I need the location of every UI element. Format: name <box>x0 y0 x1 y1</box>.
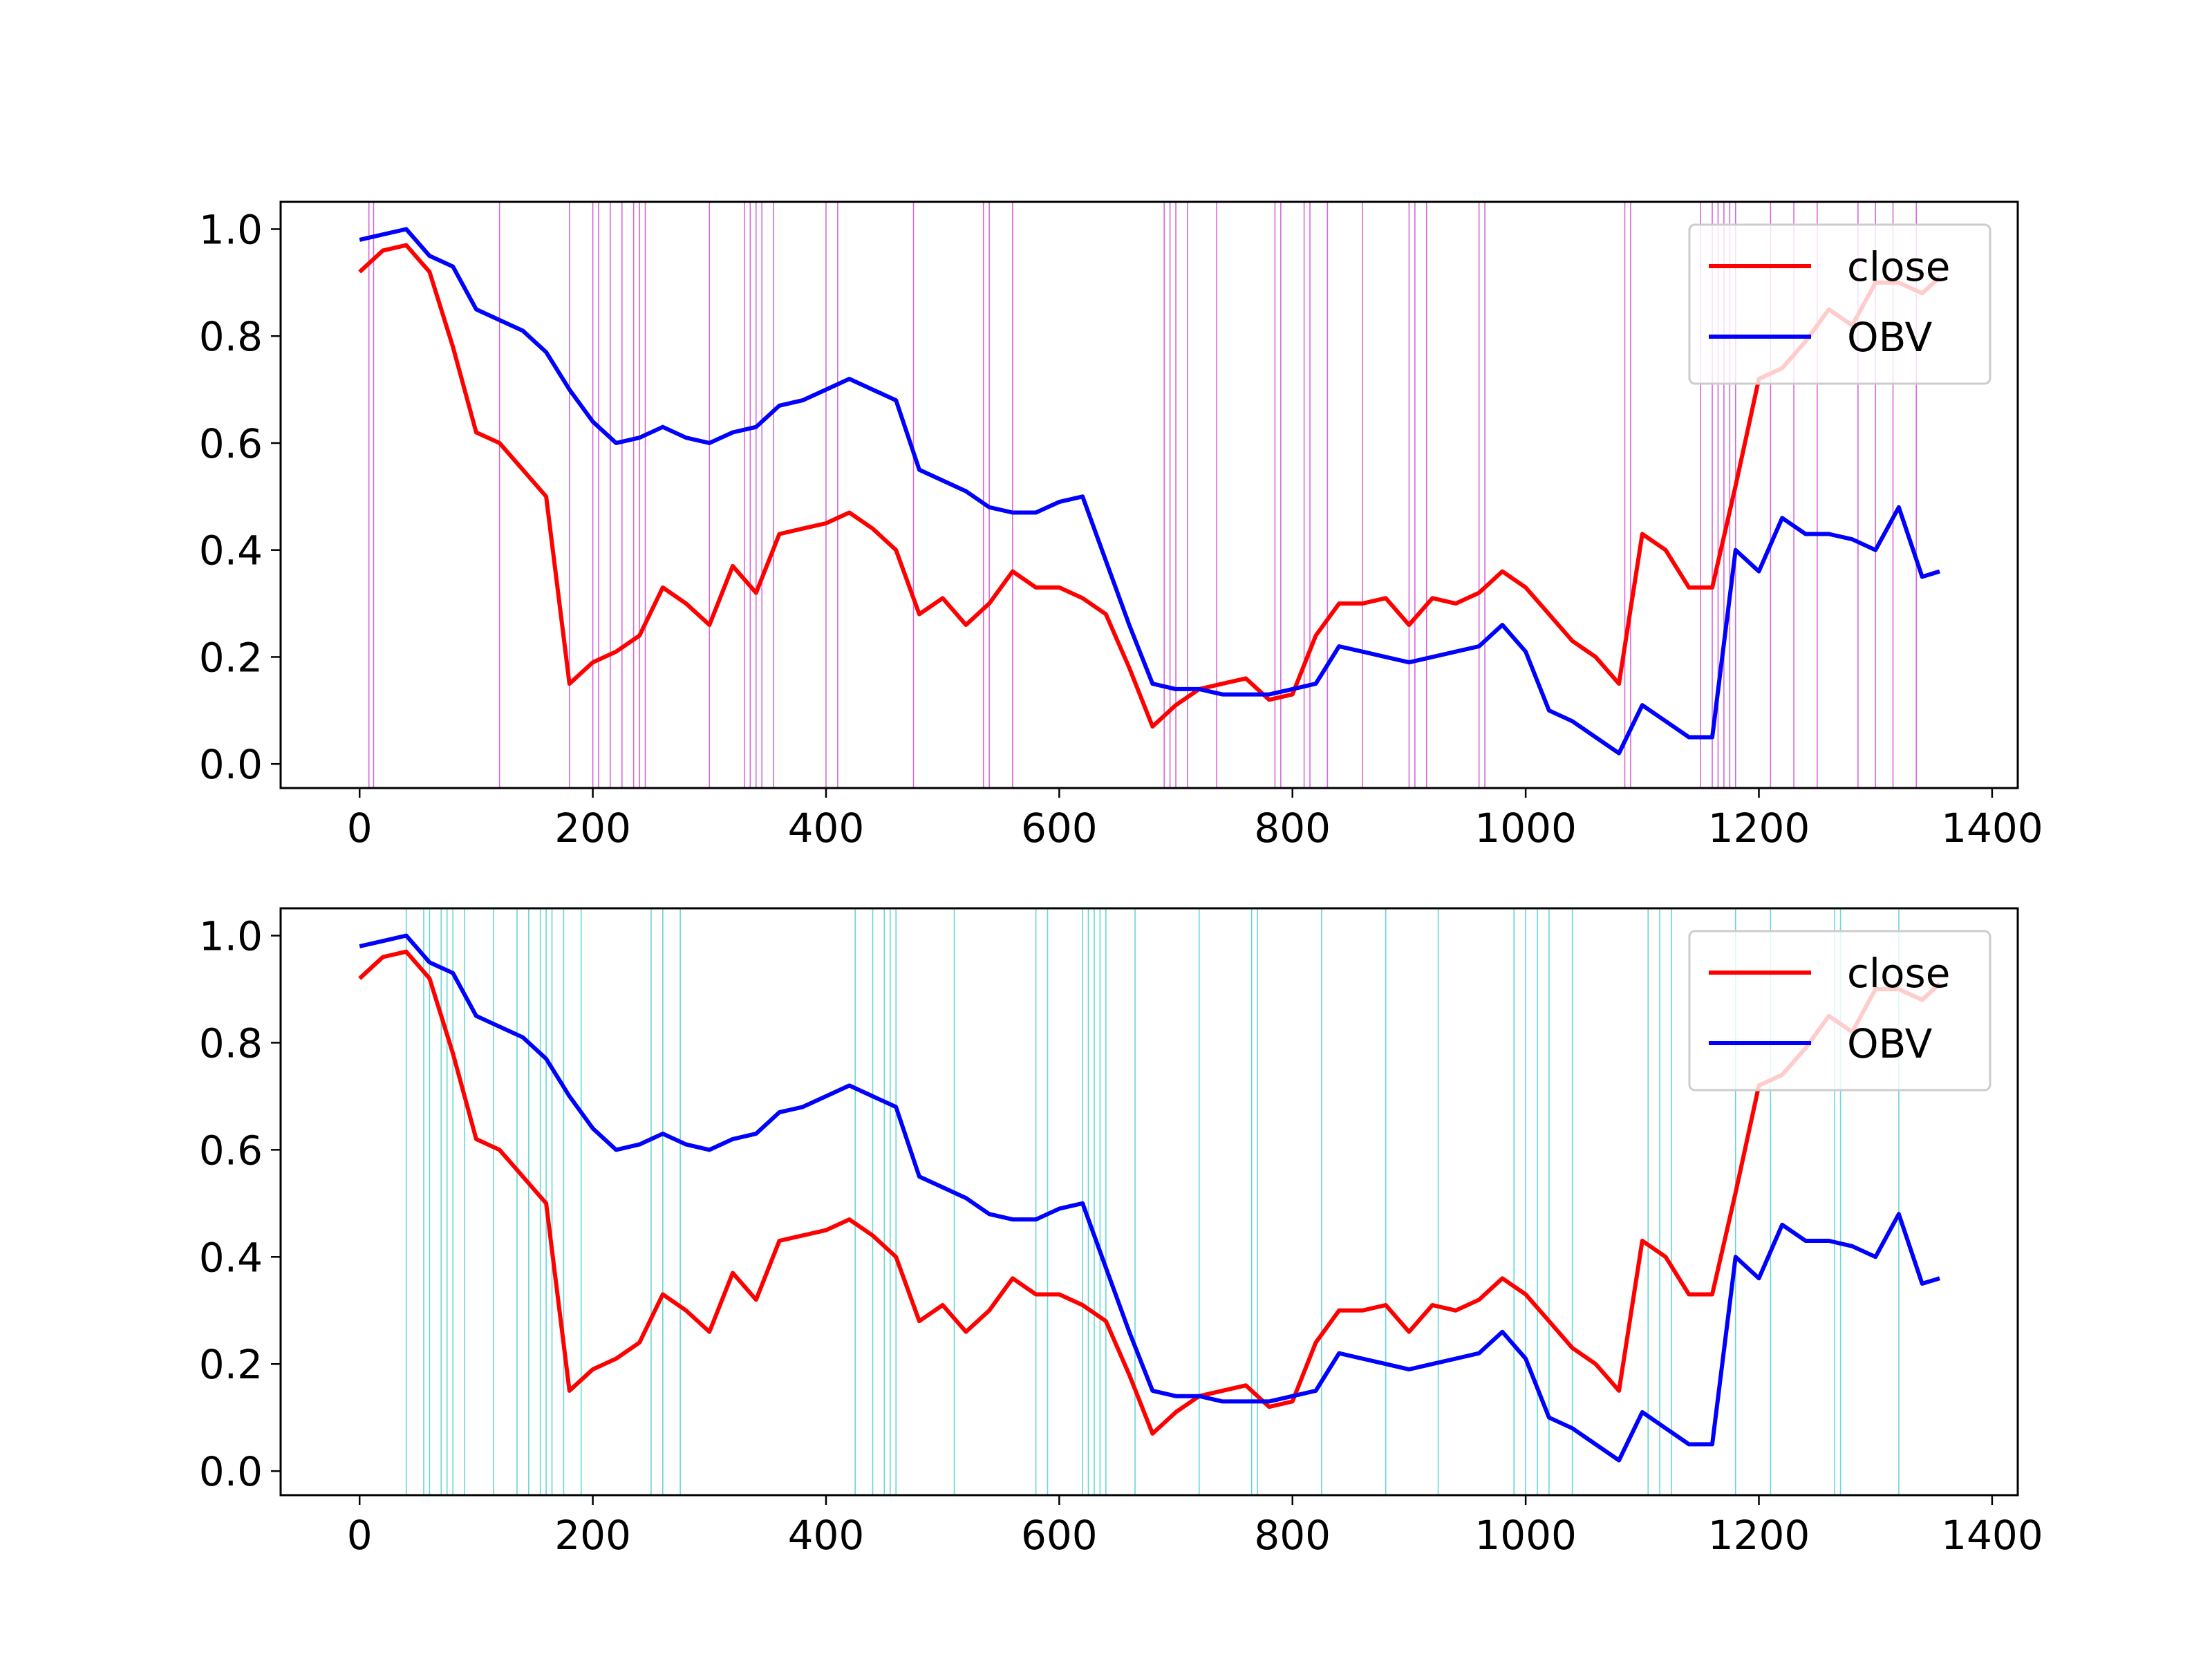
y-tick-label: 0.6 <box>199 420 263 467</box>
y-tick-label: 0.8 <box>199 1020 263 1067</box>
y-tick-label: 1.0 <box>199 913 263 960</box>
x-tick-label: 600 <box>1021 1512 1098 1559</box>
y-tick-label: 0.2 <box>199 634 263 681</box>
x-tick-label: 400 <box>788 1512 865 1559</box>
x-tick-label: 200 <box>554 1512 631 1559</box>
series-line <box>359 227 1940 756</box>
y-tick-label: 0.2 <box>199 1341 263 1388</box>
plot-area <box>358 202 1942 788</box>
x-tick-label: 0 <box>347 805 373 852</box>
x-tick-label: 1000 <box>1474 805 1577 852</box>
x-tick-label: 1200 <box>1708 1512 1810 1559</box>
y-tick-label: 0.6 <box>199 1127 263 1174</box>
y-tick-label: 1.0 <box>199 206 263 253</box>
y-tick-label: 0.0 <box>199 1448 263 1495</box>
legend-label: OBV <box>1847 1020 1933 1067</box>
y-tick-label: 0.8 <box>199 313 263 360</box>
x-tick-label: 1400 <box>1941 805 2043 852</box>
x-tick-label: 1400 <box>1941 1512 2043 1559</box>
legend-label: close <box>1847 950 1950 997</box>
y-tick-label: 0.0 <box>199 741 263 788</box>
series-line <box>359 933 1940 1463</box>
series-line <box>358 949 1942 1436</box>
x-tick-label: 800 <box>1254 805 1331 852</box>
series-line <box>358 243 1942 729</box>
y-tick-label: 0.4 <box>199 527 263 574</box>
y-tick-label: 0.4 <box>199 1234 263 1281</box>
axes-frame <box>279 907 2019 1497</box>
x-tick-label: 1000 <box>1474 1512 1577 1559</box>
x-tick-label: 200 <box>554 805 631 852</box>
x-tick-label: 800 <box>1254 1512 1331 1559</box>
x-tick-label: 1200 <box>1708 805 1810 852</box>
x-tick-label: 600 <box>1021 805 1098 852</box>
x-tick-label: 400 <box>788 805 865 852</box>
legend-label: close <box>1847 243 1950 290</box>
x-tick-label: 0 <box>347 1512 373 1559</box>
axes-frame <box>279 200 2019 789</box>
legend-label: OBV <box>1847 314 1933 361</box>
